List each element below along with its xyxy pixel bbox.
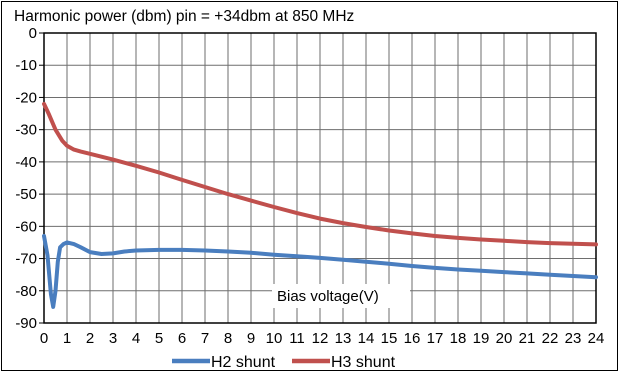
series-line-2 [42, 101, 598, 247]
y-tick-label: -40 [15, 154, 37, 171]
x-tick-label: 10 [266, 330, 283, 347]
x-tick-label: 13 [335, 330, 352, 347]
legend-label-1: H2 shunt [211, 354, 276, 371]
x-tick-label: 21 [519, 330, 536, 347]
x-tick-label: 3 [109, 330, 117, 347]
x-tick-label: 7 [201, 330, 209, 347]
y-tick-label: -90 [15, 315, 37, 332]
legend-label-2: H3 shunt [331, 354, 396, 371]
x-tick-label: 2 [86, 330, 94, 347]
x-tick-label: 18 [450, 330, 467, 347]
y-tick-label: -60 [15, 218, 37, 235]
y-tick-label: -20 [15, 89, 37, 106]
x-tick-label: 20 [496, 330, 513, 347]
x-tick-label: 5 [155, 330, 163, 347]
legend: H2 shunt H3 shunt [172, 354, 396, 371]
x-tick-label: 17 [427, 330, 444, 347]
grid [43, 32, 597, 324]
x-tick-label: 1 [63, 330, 71, 347]
x-tick-label: 6 [178, 330, 186, 347]
y-axis-ticks: 0 -10 -20 -30 -40 -50 -60 -70 -80 -90 [15, 25, 44, 332]
x-axis-label: Bias voltage(V) [277, 288, 379, 305]
x-tick-label: 23 [565, 330, 582, 347]
x-axis-label-background [272, 284, 410, 308]
series-lines [42, 101, 598, 309]
x-tick-label: 4 [132, 330, 140, 347]
x-tick-label: 14 [358, 330, 375, 347]
x-tick-label: 22 [542, 330, 559, 347]
y-tick-label: -30 [15, 122, 37, 139]
x-tick-label: 9 [247, 330, 255, 347]
plot-area-border [43, 32, 597, 324]
x-tick-label: 24 [588, 330, 605, 347]
x-tick-label: 12 [312, 330, 329, 347]
chart-title: Harmonic power (dbm) pin = +34dbm at 850… [14, 8, 354, 25]
x-axis-label-box: Bias voltage(V) [272, 284, 410, 308]
x-axis-ticks: 0 1 2 3 4 5 6 7 8 9 10 11 12 13 14 15 16 17 18 19 20 21 22 23 24 [40, 330, 605, 347]
series-line-1 [42, 234, 598, 309]
x-tick-label: 8 [224, 330, 232, 347]
x-tick-label: 0 [40, 330, 48, 347]
y-tick-label: 0 [29, 25, 37, 42]
x-tick-label: 15 [381, 330, 398, 347]
y-tick-label: -10 [15, 57, 37, 74]
x-tick-label: 11 [289, 330, 305, 347]
y-tick-label: -80 [15, 283, 37, 300]
x-tick-label: 16 [404, 330, 421, 347]
y-tick-label: -50 [15, 186, 37, 203]
x-tick-label: 19 [473, 330, 490, 347]
y-tick-label: -70 [15, 251, 37, 268]
